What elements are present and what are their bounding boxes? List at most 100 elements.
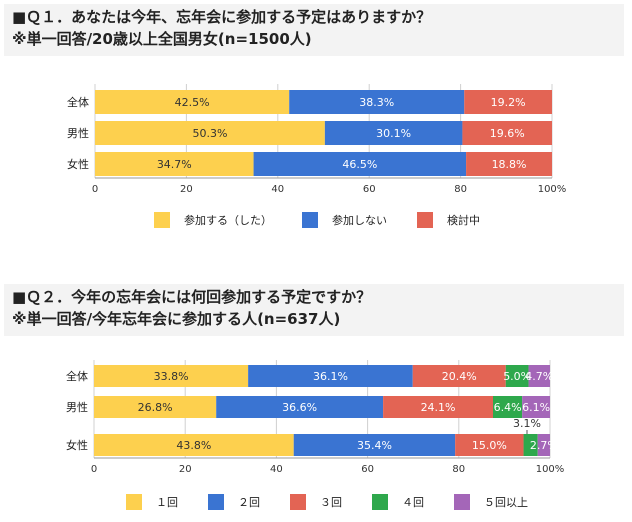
- q1-data-label: 50.3%: [192, 127, 227, 140]
- q2-data-label: 6.1%: [522, 401, 550, 414]
- q2-bar: [455, 434, 524, 456]
- q2-tick-label: 100%: [536, 464, 565, 475]
- q2-data-label: 26.8%: [138, 401, 173, 414]
- q2-legend-swatch: [126, 494, 142, 510]
- q2-legend-item: ３回: [290, 494, 342, 510]
- q2-legend-item: １回: [126, 494, 178, 510]
- q2-legend-swatch: [372, 494, 388, 510]
- q1-legend-label: 参加しない: [332, 214, 387, 227]
- q2-tick-label: 80: [452, 464, 465, 475]
- q2-data-label: 35.4%: [357, 439, 392, 452]
- q1-data-label: 46.5%: [342, 158, 377, 171]
- q2-legend-swatch: [454, 494, 470, 510]
- q2-data-label: 4.7%: [525, 370, 553, 383]
- q1-subtitle: ※単一回答/20歳以上全国男女(n=1500人): [12, 30, 312, 48]
- q1-category-label: 女性: [67, 157, 89, 171]
- q2-bar: [94, 365, 249, 387]
- q2-legend-label: １回: [156, 496, 178, 509]
- q1-data-label: 30.1%: [376, 127, 411, 140]
- q1-chart: 0 20 40 60 80 100% 全体 42.5% 38.3% 19.2% 男性 50.3% 30.…: [67, 84, 567, 195]
- q1-data-label: 19.6%: [490, 127, 525, 140]
- q2-bar: [383, 396, 493, 418]
- q2-legend-swatch: [208, 494, 224, 510]
- q2-bar: [94, 434, 294, 456]
- q2-bar: [528, 365, 550, 387]
- q2-bar: [412, 365, 506, 387]
- q1-bar: [95, 90, 290, 114]
- q1-legend: 参加する（した） 参加しない 検討中: [154, 212, 510, 228]
- q1-tick-label: 100%: [538, 184, 567, 195]
- q2-title: ■Ｑ２．今年の忘年会には何回参加する予定ですか？: [12, 288, 372, 306]
- q1-bar: [289, 90, 465, 114]
- q1-tick-label: 60: [363, 184, 376, 195]
- q2-category-label: 男性: [66, 400, 88, 414]
- q2-data-label: 43.8%: [176, 439, 211, 452]
- q2-bar: [493, 396, 523, 418]
- q1-tick-label: 20: [180, 184, 193, 195]
- q1-legend-item: 検討中: [417, 212, 480, 228]
- q2-data-label: 20.4%: [442, 370, 477, 383]
- q2-legend-label: ２回: [238, 496, 260, 509]
- q2-tick-label: 60: [361, 464, 374, 475]
- q2-bar: [248, 365, 413, 387]
- q1-data-label: 18.8%: [492, 158, 527, 171]
- q2-bar: [537, 434, 550, 456]
- q1-bar: [95, 152, 254, 176]
- q2-legend: １回 ２回 ３回 ４回 ５回以上: [126, 494, 558, 510]
- q1-legend-label: 検討中: [447, 214, 480, 227]
- q2-legend-swatch: [290, 494, 306, 510]
- q1-bar: [462, 121, 552, 145]
- q2-data-label: 3.1%: [513, 417, 541, 430]
- q2-bar: [293, 434, 456, 456]
- q1-data-label: 42.5%: [175, 96, 210, 109]
- q2-header: ■Ｑ２．今年の忘年会には何回参加する予定ですか？ ※単一回答/今年忘年会に参加す…: [4, 284, 624, 336]
- q1-bar: [95, 121, 325, 145]
- q1-category-label: 全体: [67, 95, 89, 109]
- q2-data-label: 36.6%: [282, 401, 317, 414]
- q2-data-label: 5.0%: [503, 370, 531, 383]
- q1-legend-label: 参加する（した）: [184, 214, 272, 227]
- q1-header: ■Ｑ１．あなたは今年、忘年会に参加する予定はありますか？ ※単一回答/20歳以上…: [4, 4, 624, 56]
- q2-bar: [216, 396, 384, 418]
- q2-bar: [522, 396, 550, 418]
- q1-bar: [324, 121, 463, 145]
- q1-legend-swatch: [154, 212, 170, 228]
- q2-legend-item: ２回: [208, 494, 260, 510]
- q2-data-label: 33.8%: [154, 370, 189, 383]
- q2-legend-label: ４回: [402, 496, 424, 509]
- q2-data-label: 6.4%: [494, 401, 522, 414]
- q2-legend-item: ５回以上: [454, 494, 528, 510]
- q2-tick-label: 20: [179, 464, 192, 475]
- q2-legend-label: ５回以上: [484, 496, 528, 509]
- q2-subtitle: ※単一回答/今年忘年会に参加する人(n=637人): [12, 310, 341, 328]
- q1-category-label: 男性: [67, 126, 89, 140]
- q1-legend-swatch: [417, 212, 433, 228]
- q1-tick-label: 40: [271, 184, 284, 195]
- q2-tick-label: 0: [91, 464, 97, 475]
- q1-data-label: 34.7%: [157, 158, 192, 171]
- q2-data-label: 24.1%: [421, 401, 456, 414]
- q2-bar: [505, 365, 529, 387]
- q2-data-label: 36.1%: [313, 370, 348, 383]
- q2-category-label: 全体: [66, 369, 88, 383]
- q2-legend-label: ３回: [320, 496, 342, 509]
- q1-tick-label: 0: [92, 184, 98, 195]
- q1-tick-label: 80: [454, 184, 467, 195]
- q1-data-label: 38.3%: [359, 96, 394, 109]
- q2-chart: 0 20 40 60 80 100% 全体 33.8% 36.1% 20.4% 5.0%4.7% 男性…: [66, 360, 565, 475]
- q1-bar: [253, 152, 467, 176]
- q2-data-label: 15.0%: [472, 439, 507, 452]
- q1-data-label: 19.2%: [491, 96, 526, 109]
- q2-category-label: 女性: [66, 438, 88, 452]
- q1-title: ■Ｑ１．あなたは今年、忘年会に参加する予定はありますか？: [12, 8, 432, 26]
- q1-legend-item: 参加する（した）: [154, 212, 272, 228]
- q1-bar: [466, 152, 552, 176]
- q1-legend-swatch: [302, 212, 318, 228]
- q2-bar: [94, 396, 217, 418]
- q1-legend-item: 参加しない: [302, 212, 387, 228]
- q2-data-label: 2.7%: [530, 439, 558, 452]
- q2-tick-label: 40: [270, 464, 283, 475]
- q1-bar: [464, 90, 552, 114]
- q2-legend-item: ４回: [372, 494, 424, 510]
- q2-bar: [523, 434, 538, 456]
